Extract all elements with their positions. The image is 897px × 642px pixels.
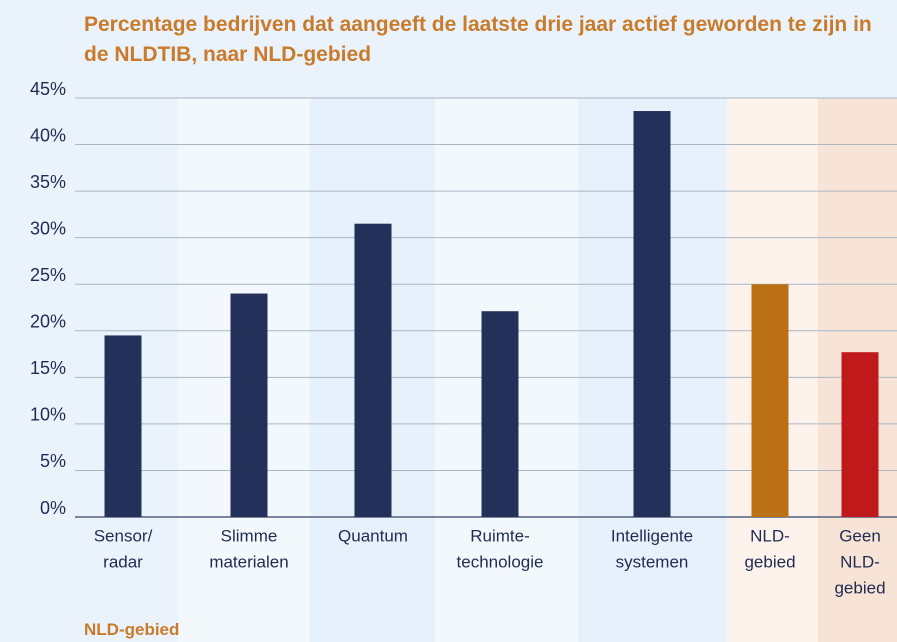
x-tick-label: gebied — [834, 578, 885, 597]
x-tick-label: Sensor/ — [94, 526, 153, 545]
y-tick-label: 35% — [30, 172, 66, 192]
x-tick-label: Geen — [839, 526, 881, 545]
x-tick-label: Slimme — [221, 526, 278, 545]
y-tick-label: 0% — [40, 498, 66, 518]
bar — [481, 311, 519, 517]
x-tick-label: Ruimte- — [470, 526, 530, 545]
y-tick-label: 15% — [30, 358, 66, 378]
chart-title: Percentage bedrijven dat aangeeft de laa… — [84, 13, 872, 66]
x-tick-label: gebied — [744, 552, 795, 571]
bar — [633, 111, 671, 517]
bar — [230, 293, 268, 517]
y-tick-label: 20% — [30, 312, 66, 332]
x-tick-label: NLD- — [840, 552, 880, 571]
bar — [751, 284, 789, 517]
x-tick-label: radar — [103, 552, 143, 571]
footer: NLD-gebied — [84, 620, 180, 639]
y-tick-label: 5% — [40, 451, 66, 471]
x-tick-label: Quantum — [338, 526, 408, 545]
y-tick-label: 45% — [30, 79, 66, 99]
bar — [104, 335, 142, 517]
y-tick-label: 10% — [30, 405, 66, 425]
bar — [841, 352, 879, 517]
x-tick-label: systemen — [616, 552, 689, 571]
y-tick-label: 40% — [30, 125, 66, 145]
bar — [354, 223, 392, 517]
x-tick-label: materialen — [209, 552, 288, 571]
x-tick-label: technologie — [457, 552, 544, 571]
x-tick-label: NLD- — [750, 526, 790, 545]
y-tick-label: 25% — [30, 265, 66, 285]
y-tick-label: 30% — [30, 218, 66, 238]
x-tick-label: Intelligente — [611, 526, 693, 545]
